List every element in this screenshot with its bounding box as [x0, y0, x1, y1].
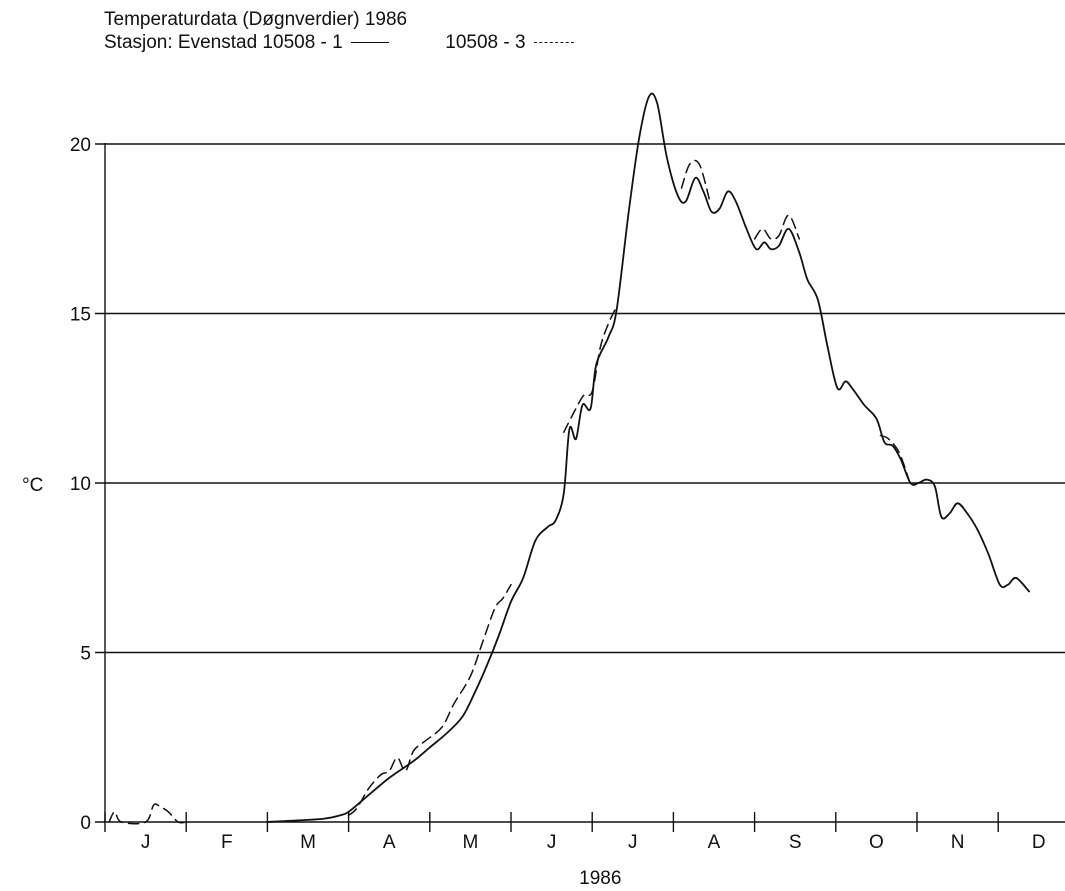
legend-entry-station-1: Stasjon: Evenstad 10508 - 1 [104, 31, 389, 54]
series-line-station-1-segment-0 [266, 92, 1030, 823]
chart-title: Temperaturdata (Døgnverdier) 1986 [104, 9, 408, 30]
x-tick-label-M-2: M [300, 832, 316, 853]
legend-solid-line-swatch [350, 42, 389, 43]
x-axis-label: 1986 [579, 868, 621, 889]
x-tick-label-J-5: J [547, 832, 557, 853]
y-tick-label-0: 0 [80, 813, 91, 834]
series-line-station-3-segment-0 [108, 803, 187, 825]
y-tick-label-10: 10 [70, 474, 91, 495]
x-tick-label-N-10: N [951, 832, 965, 853]
axis-labels: 0 5 10 15 20 J F M A M J J A S O N D °C 1986 [22, 135, 1046, 889]
y-tick-label-5: 5 [80, 644, 91, 665]
series-line-station-3-segment-3 [680, 159, 711, 203]
chart-header: Temperaturdata (Døgnverdier) 1986 Stasjo… [104, 8, 574, 54]
x-tick-label-D-11: D [1032, 832, 1046, 853]
series-line-station-3-segment-2 [563, 305, 618, 433]
series-lines [108, 92, 1030, 825]
legend-entry-station-3: 10508 - 3 [445, 31, 574, 54]
x-tick-label-S-8: S [789, 832, 802, 853]
grid-lines [95, 143, 1065, 654]
y-tick-label-15: 15 [70, 305, 91, 326]
x-tick-label-M-4: M [462, 832, 478, 853]
x-tick-label-J-0: J [141, 832, 151, 853]
y-axis-label: °C [22, 475, 43, 496]
legend: Stasjon: Evenstad 10508 - 1 10508 - 3 [104, 31, 574, 54]
x-tick-label-J-6: J [628, 832, 638, 853]
legend-label-station-1: Stasjon: Evenstad 10508 - 1 [104, 32, 343, 53]
x-tick-label-A-3: A [383, 832, 396, 853]
series-line-station-3-segment-1 [347, 583, 512, 816]
legend-dashed-line-swatch [533, 42, 574, 43]
x-tick-label-O-9: O [869, 832, 884, 853]
series-line-station-3-segment-5 [879, 434, 910, 481]
x-tick-label-A-7: A [708, 832, 721, 853]
legend-label-station-3: 10508 - 3 [445, 32, 526, 53]
x-tick-label-F-1: F [221, 832, 233, 853]
y-tick-label-20: 20 [70, 135, 91, 156]
axes [95, 142, 1065, 832]
